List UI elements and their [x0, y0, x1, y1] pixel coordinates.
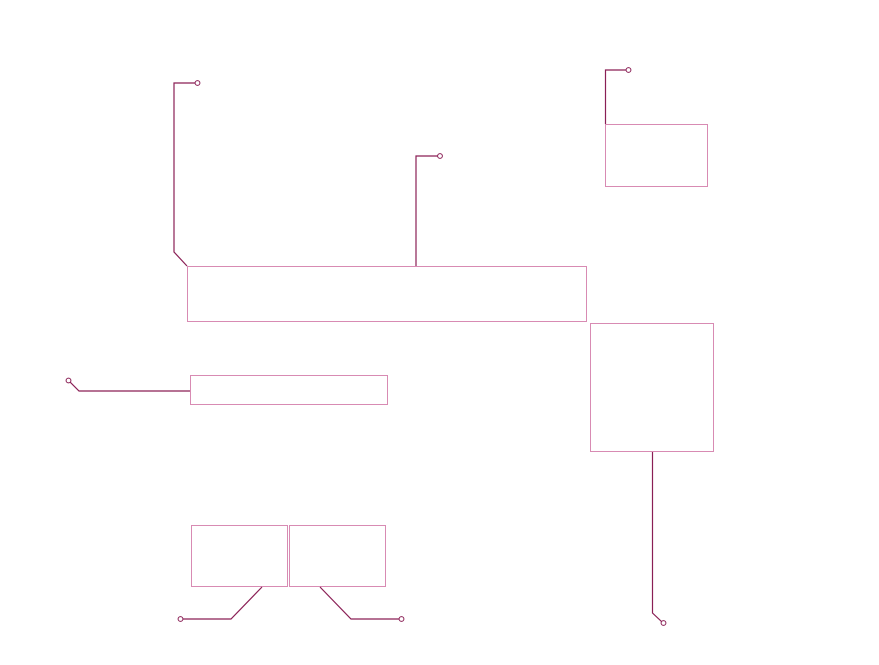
leader-line-wide-center-left — [173, 82, 197, 267]
callout-box-left-middle[interactable] — [190, 375, 388, 405]
callout-box-bottom-right[interactable] — [289, 525, 386, 587]
anchor-point — [65, 377, 72, 384]
leader-line-top-right — [604, 69, 628, 124]
callout-right-tall — [590, 323, 714, 626]
callout-box-bottom-left[interactable] — [191, 525, 288, 587]
anchor-point — [660, 620, 667, 626]
anchor-point — [194, 80, 201, 86]
callout-bottom-left — [177, 525, 288, 622]
anchor-point — [177, 616, 184, 622]
callout-box-wide-center[interactable] — [187, 266, 587, 322]
callout-bottom-right — [289, 525, 405, 622]
anchor-point — [398, 616, 405, 622]
leader-line-wide-center-top — [415, 155, 440, 266]
callout-box-right-tall[interactable] — [590, 323, 714, 452]
leader-line-right-tall — [651, 452, 663, 623]
callout-left-middle — [65, 375, 388, 405]
callout-box-top-right[interactable] — [605, 124, 708, 187]
callout-wide-center — [173, 80, 587, 322]
leader-line-bottom-left — [181, 586, 263, 620]
callout-top-right — [604, 67, 708, 187]
anchor-point — [625, 67, 632, 73]
leader-line-bottom-right — [319, 586, 401, 620]
leader-line-left-middle — [68, 380, 190, 392]
anchor-point — [437, 153, 443, 159]
